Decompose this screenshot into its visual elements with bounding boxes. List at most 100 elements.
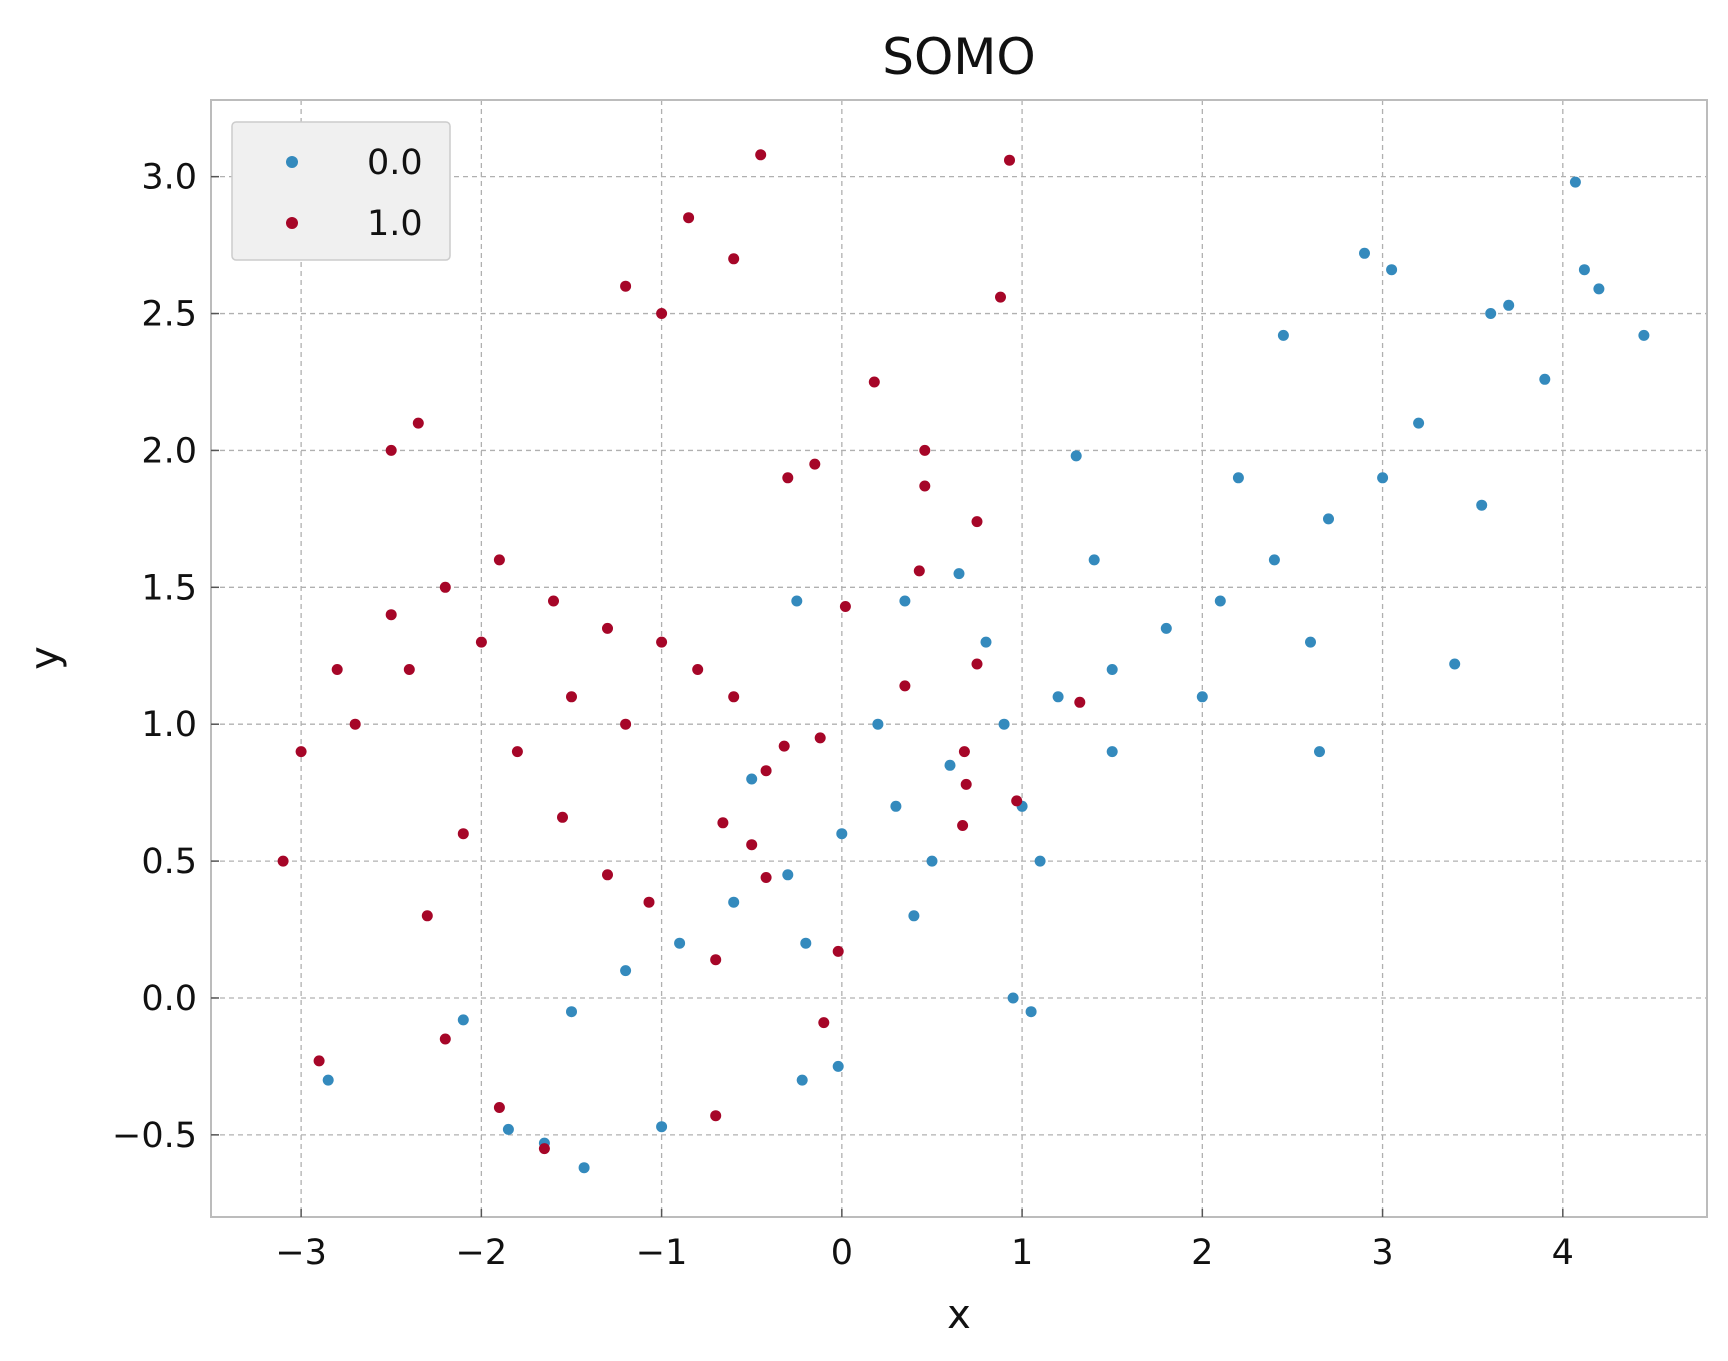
legend-label-0: 0.0 bbox=[367, 143, 423, 183]
legend-box bbox=[231, 121, 451, 261]
scatter-point bbox=[746, 839, 758, 851]
x-axis-ticks: −3 −2 −1 0 1 2 3 4 bbox=[275, 1209, 1574, 1273]
scatter-point bbox=[602, 869, 613, 881]
scatter-point bbox=[868, 376, 880, 388]
scatter-point bbox=[1485, 308, 1497, 319]
scatter-point bbox=[890, 800, 902, 812]
scatter-point bbox=[1578, 264, 1590, 276]
scatter-point bbox=[814, 732, 826, 744]
scatter-point bbox=[1052, 691, 1064, 703]
scatter-point bbox=[839, 601, 851, 612]
x-tick-label: −1 bbox=[636, 1233, 688, 1273]
scatter-point bbox=[620, 965, 632, 977]
scatter-point bbox=[1277, 329, 1289, 341]
scatter-point bbox=[1476, 499, 1488, 511]
grid bbox=[211, 100, 1707, 1217]
scatter-point bbox=[403, 664, 415, 675]
y-tick-label: 3.0 bbox=[141, 158, 197, 198]
scatter-point bbox=[913, 565, 925, 577]
scatter-point bbox=[800, 937, 812, 949]
scatter-point bbox=[1449, 658, 1461, 670]
y-axis-label: y bbox=[22, 646, 68, 670]
scatter-point bbox=[548, 595, 559, 607]
scatter-point bbox=[457, 828, 469, 840]
scatter-point bbox=[656, 1121, 668, 1133]
scatter-point bbox=[1503, 299, 1515, 311]
scatter-point bbox=[1074, 696, 1086, 708]
scatter-point bbox=[1088, 554, 1100, 566]
scatter-point bbox=[1569, 176, 1581, 188]
scatter-point bbox=[493, 554, 505, 566]
scatter-point bbox=[313, 1055, 325, 1067]
scatter-point bbox=[818, 1017, 830, 1029]
scatter-point bbox=[439, 1033, 451, 1045]
series-1.0 bbox=[277, 149, 1086, 1155]
scatter-point bbox=[1214, 595, 1226, 607]
scatter-point bbox=[566, 1006, 577, 1018]
scatter-point bbox=[385, 609, 397, 621]
scatter-point bbox=[957, 820, 969, 831]
scatter-point bbox=[511, 746, 523, 758]
scatter-point bbox=[778, 740, 790, 752]
scatter-point bbox=[908, 910, 920, 922]
scatter-point bbox=[602, 622, 613, 634]
scatter-point bbox=[349, 718, 361, 730]
scatter-point bbox=[1011, 795, 1023, 807]
scatter-point bbox=[832, 945, 844, 957]
scatter-point bbox=[953, 568, 965, 580]
scatter-point bbox=[960, 778, 972, 790]
scatter-point bbox=[980, 636, 992, 648]
scatter-point bbox=[457, 1014, 469, 1026]
scatter-point bbox=[295, 746, 307, 758]
scatter-point bbox=[710, 954, 722, 966]
scatter-point bbox=[1070, 450, 1082, 462]
x-tick-label: 1 bbox=[1011, 1233, 1033, 1273]
x-tick-label: 3 bbox=[1371, 1233, 1393, 1273]
scatter-point bbox=[755, 149, 767, 161]
scatter-point bbox=[782, 472, 794, 484]
scatter-point bbox=[1004, 154, 1015, 166]
x-tick-label: −2 bbox=[456, 1233, 508, 1273]
scatter-point bbox=[674, 937, 686, 949]
scatter-point bbox=[620, 280, 632, 292]
scatter-point bbox=[643, 896, 655, 908]
scatter-point bbox=[944, 759, 956, 771]
y-tick-label: −0.5 bbox=[112, 1116, 197, 1156]
scatter-point bbox=[958, 746, 970, 758]
scatter-point bbox=[760, 872, 772, 883]
scatter-point bbox=[1196, 691, 1208, 703]
scatter-point bbox=[872, 718, 884, 730]
legend-marker-1 bbox=[286, 217, 298, 229]
scatter-point bbox=[728, 896, 740, 908]
scatter-point bbox=[809, 458, 821, 470]
scatter-point bbox=[692, 664, 704, 675]
scatter-point bbox=[502, 1123, 514, 1135]
y-tick-label: 0.5 bbox=[141, 842, 197, 882]
scatter-point bbox=[475, 636, 487, 648]
scatter-point bbox=[919, 480, 931, 492]
scatter-point bbox=[717, 817, 729, 829]
scatter-point bbox=[1386, 264, 1398, 276]
scatter-point bbox=[899, 680, 911, 692]
scatter-point bbox=[538, 1143, 550, 1155]
scatter-point bbox=[1305, 636, 1316, 648]
y-axis-ticks: −0.5 0.0 0.5 1.0 1.5 2.0 2.5 3.0 bbox=[112, 158, 219, 1156]
scatter-point bbox=[1034, 855, 1046, 867]
scatter-point bbox=[656, 636, 668, 648]
scatter-point bbox=[832, 1060, 844, 1072]
scatter-point bbox=[566, 691, 577, 703]
scatter-point bbox=[1268, 554, 1280, 566]
data-points bbox=[277, 149, 1650, 1174]
scatter-point bbox=[1025, 1006, 1037, 1018]
scatter-point bbox=[1160, 622, 1172, 634]
scatter-point bbox=[728, 253, 740, 265]
scatter-point bbox=[995, 291, 1006, 303]
scatter-point bbox=[791, 595, 803, 607]
scatter-point bbox=[1007, 992, 1019, 1004]
scatter-point bbox=[971, 658, 983, 670]
scatter-point bbox=[796, 1074, 808, 1086]
scatter-point bbox=[493, 1102, 505, 1113]
x-tick-label: 2 bbox=[1191, 1233, 1213, 1273]
scatter-point bbox=[998, 718, 1010, 730]
